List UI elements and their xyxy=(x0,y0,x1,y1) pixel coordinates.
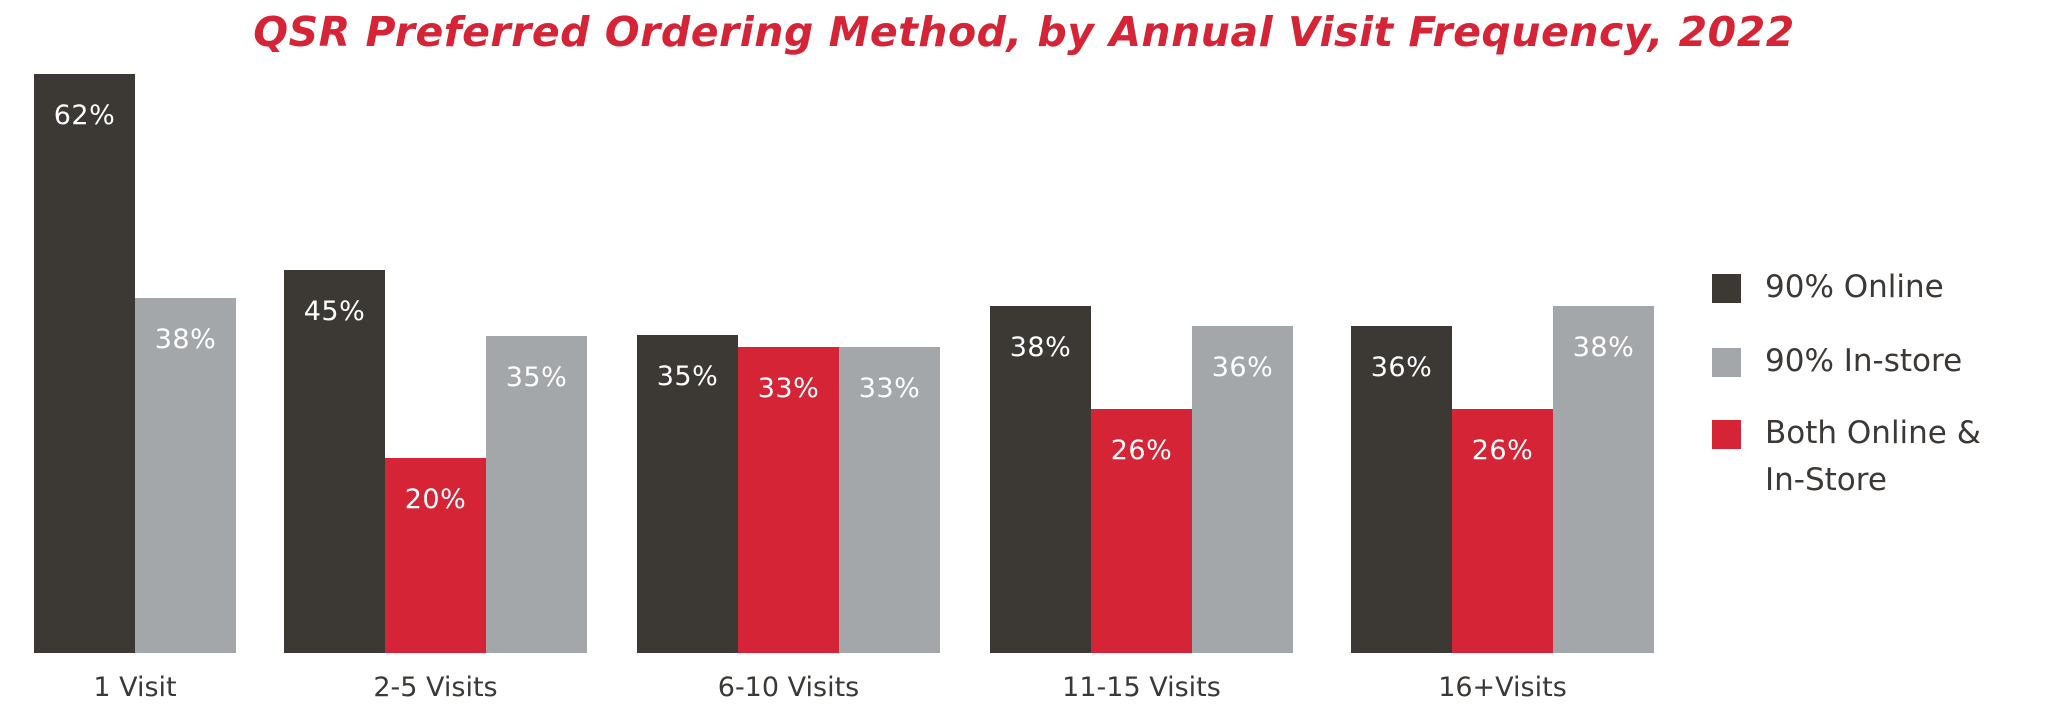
bar-instore-1-visit: 38% xyxy=(135,298,236,653)
bar-value-label: 36% xyxy=(1370,352,1433,383)
bar-value-label: 36% xyxy=(1211,352,1274,383)
legend-label: Both Online & xyxy=(1765,415,1981,451)
bar-instore-2-5-visits: 35% xyxy=(486,336,587,653)
bar-value-label: 38% xyxy=(154,324,217,355)
x-tick-label: 6-10 Visits xyxy=(717,672,860,703)
x-tick-label: 16+Visits xyxy=(1438,672,1567,703)
bar-both-6-10-visits: 33% xyxy=(738,347,839,653)
bar-value-label: 20% xyxy=(404,484,467,515)
legend-swatch-both xyxy=(1712,420,1741,449)
bar-both-16-plus-visits: 26% xyxy=(1452,409,1553,653)
bar-online-2-5-visits: 45% xyxy=(284,270,385,653)
bar-online-16-plus-visits: 36% xyxy=(1351,326,1452,653)
bar-instore-6-10-visits: 33% xyxy=(839,347,940,653)
bar-value-label: 45% xyxy=(303,296,366,327)
legend-label: 90% Online xyxy=(1765,269,1944,305)
bar-value-label: 35% xyxy=(656,361,719,392)
chart-title: QSR Preferred Ordering Method, by Annual… xyxy=(253,8,1795,56)
bar-value-label: 33% xyxy=(858,373,921,404)
bar-value-label: 26% xyxy=(1110,435,1173,466)
bar-instore-11-15-visits: 36% xyxy=(1192,326,1293,653)
bar-online-1-visit: 62% xyxy=(34,74,135,653)
bar-value-label: 38% xyxy=(1009,332,1072,363)
bar-value-label: 38% xyxy=(1572,332,1635,363)
x-tick-label: 2-5 Visits xyxy=(373,672,498,703)
plot-area: 62% 38% 1 Visit 45% 20% 35% 2-5 Visits 3… xyxy=(34,74,1654,703)
bar-value-label: 33% xyxy=(757,373,820,404)
legend-label: In-Store xyxy=(1765,462,1887,498)
bar-value-label: 62% xyxy=(53,100,116,131)
bar-value-label: 26% xyxy=(1471,435,1534,466)
bar-value-label: 35% xyxy=(505,362,568,393)
legend-label: 90% In-store xyxy=(1765,343,1963,379)
bar-online-11-15-visits: 38% xyxy=(990,306,1091,653)
bar-both-11-15-visits: 26% xyxy=(1091,409,1192,653)
bar-both-2-5-visits: 20% xyxy=(385,458,486,653)
bar-online-6-10-visits: 35% xyxy=(637,335,738,653)
legend-swatch-instore xyxy=(1712,348,1741,377)
x-tick-label: 1 Visit xyxy=(93,672,177,703)
x-tick-label: 11-15 Visits xyxy=(1062,672,1221,703)
bar-instore-16-plus-visits: 38% xyxy=(1553,306,1654,653)
legend-swatch-online xyxy=(1712,274,1741,303)
